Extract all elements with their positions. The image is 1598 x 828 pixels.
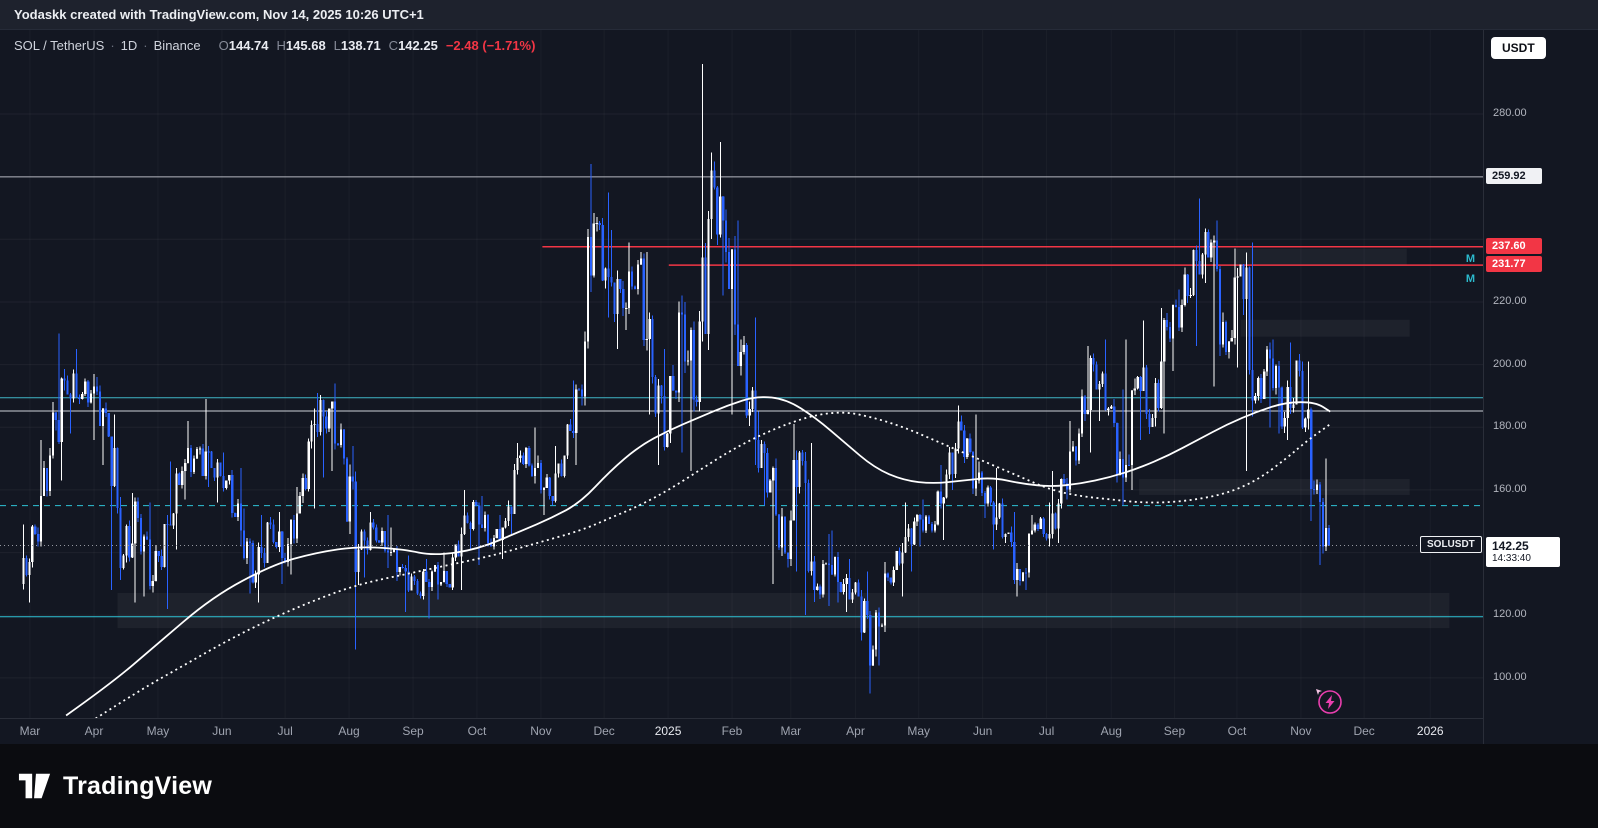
price-tick: 160.00 [1493, 482, 1527, 495]
price-tick: 280.00 [1493, 106, 1527, 119]
price-level-label[interactable]: 237.60 [1486, 237, 1542, 254]
legend-separator: · [110, 38, 115, 53]
symbol-tag: SOLUSDT [1420, 535, 1482, 553]
price-zone-box[interactable] [1240, 319, 1410, 337]
boost-lightning-icon[interactable] [1316, 689, 1342, 714]
price-chart-canvas[interactable]: MM [0, 30, 1483, 718]
time-axis-label: Jul [1038, 724, 1055, 738]
currency-toggle-button[interactable]: USDT [1491, 37, 1546, 59]
alert-marker[interactable]: M [1466, 253, 1475, 265]
symbol-name[interactable]: SOL / TetherUS [14, 38, 105, 53]
low-label: L [333, 38, 341, 53]
price-tick: 180.00 [1493, 420, 1527, 433]
time-axis-label: Sep [1163, 724, 1186, 738]
ma-dotted-line[interactable] [95, 411, 1331, 718]
price-zone-box[interactable] [1139, 478, 1410, 495]
candlesticks[interactable] [22, 63, 1330, 694]
ma-solid-line[interactable] [65, 396, 1331, 717]
time-axis-label: Feb [721, 724, 743, 738]
open-value: 144.74 [228, 38, 269, 53]
interval-label[interactable]: 1D [120, 38, 138, 53]
tradingview-logo-icon [18, 773, 51, 799]
time-axis-label: Aug [1100, 724, 1122, 738]
bar-countdown: 14:33:40 [1492, 552, 1531, 564]
price-level-label[interactable]: 259.92 [1486, 167, 1542, 184]
time-axis-label: May [907, 724, 931, 738]
attribution-bar: Yodaskk created with TradingView.com, No… [0, 0, 1598, 30]
time-axis-label: Apr [846, 724, 865, 738]
high-label: H [276, 38, 286, 53]
time-axis-label: Jun [212, 724, 232, 738]
legend-separator: · [143, 38, 148, 53]
time-axis-label: Nov [530, 724, 552, 738]
attribution-text: Yodaskk created with TradingView.com, No… [14, 7, 424, 22]
time-axis[interactable]: Mar Apr May Jun Jul Aug Sep Oct Nov Dec 2025 Feb Mar… [0, 718, 1483, 745]
time-axis-label: Mar [19, 724, 41, 738]
time-axis-label: Oct [1227, 724, 1247, 738]
time-axis-label: Jun [972, 724, 993, 738]
price-axis[interactable]: USDT 142.25 14:33:40 280.00 220.00 200.00 1… [1483, 30, 1598, 744]
time-axis-label: 2025 [654, 724, 682, 738]
tradingview-wordmark: TradingView [63, 771, 213, 800]
price-zone-box[interactable] [1236, 248, 1407, 265]
ohlc-values: O144.74 H145.68 L138.71 C142.25 −2.48 (−1.71… [211, 38, 536, 53]
time-axis-label: Mar [780, 724, 802, 738]
time-axis-label: Oct [467, 724, 487, 738]
time-axis-label: Jul [277, 724, 293, 738]
high-value: 145.68 [285, 38, 326, 53]
price-zone-box[interactable] [117, 592, 1450, 629]
price-tick: 120.00 [1493, 608, 1527, 621]
time-axis-label: Sep [402, 724, 424, 738]
time-axis-label: Apr [84, 724, 104, 738]
price-tick: 220.00 [1493, 294, 1527, 307]
price-tick: 200.00 [1493, 357, 1527, 370]
time-axis-label: 2026 [1416, 724, 1444, 738]
time-axis-label: Dec [1353, 724, 1375, 738]
exchange-label[interactable]: Binance [153, 38, 201, 53]
price-tick: 100.00 [1493, 670, 1527, 683]
open-label: O [218, 38, 229, 53]
alert-marker[interactable]: M [1466, 273, 1475, 285]
footer-branding-bar: TradingView [0, 744, 1598, 828]
price-level-label[interactable]: 231.77 [1486, 256, 1542, 273]
close-value: 142.25 [398, 38, 438, 53]
close-label: C [388, 38, 399, 53]
current-price-label[interactable]: 142.25 14:33:40 [1486, 536, 1560, 567]
current-price-value: 142.25 [1492, 538, 1529, 553]
change-value: −2.48 (−1.71%) [445, 38, 536, 53]
time-axis-label: Nov [1290, 724, 1312, 738]
time-axis-label: Aug [338, 724, 360, 738]
low-value: 138.71 [340, 38, 381, 53]
time-axis-label: May [146, 724, 170, 738]
time-axis-label: Dec [593, 724, 615, 738]
chart-legend[interactable]: SOL / TetherUS · 1D · Binance O144.74 H145.68 L… [14, 38, 535, 53]
